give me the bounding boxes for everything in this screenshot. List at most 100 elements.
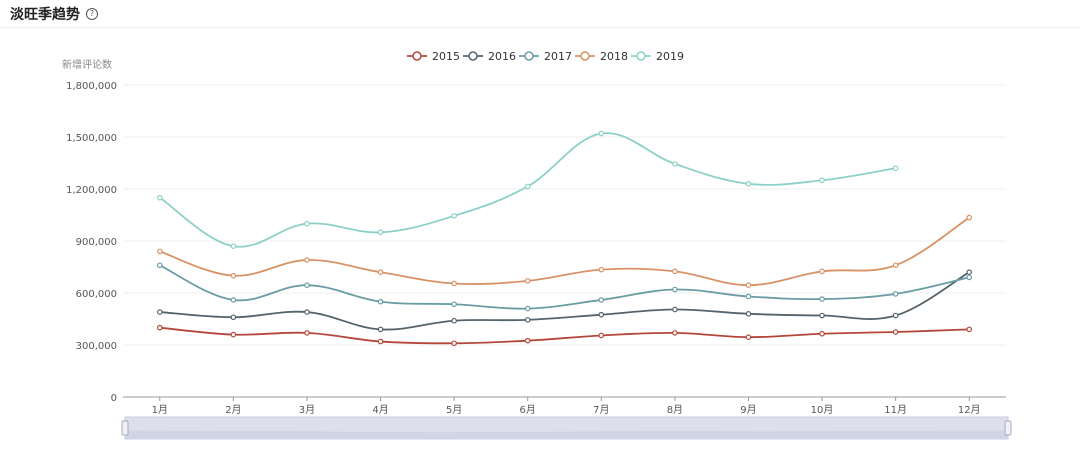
data-point [230, 243, 237, 250]
data-point [966, 326, 973, 333]
legend-marker [468, 51, 478, 61]
data-point [819, 268, 825, 275]
data-point [819, 312, 825, 319]
y-tick-label: 1,800,000 [66, 81, 117, 92]
data-point [524, 278, 531, 284]
data-point [524, 305, 531, 312]
series-line-2016 [159, 271, 970, 331]
data-point [377, 229, 384, 236]
data-point [819, 296, 825, 302]
x-tick-label: 5月 [446, 404, 462, 416]
x-axis: 1月 2月 3月 4月 5月 6月 7月 8月 9月 10月 11月 12月 [123, 396, 1006, 416]
data-point [451, 340, 457, 347]
data-point [524, 317, 531, 323]
x-tick-label: 2月 [225, 404, 241, 416]
data-point [819, 330, 825, 337]
y-axis: 0 300,000 600,000 900,000 1,200,000 1,500,000… [66, 81, 117, 404]
data-point [745, 310, 752, 317]
series-line-2018 [159, 216, 970, 287]
x-tick-label: 3月 [299, 404, 315, 416]
data-point [377, 269, 384, 276]
legend-item-2015[interactable]: 2015 [407, 50, 460, 63]
data-point [745, 334, 752, 341]
legend-label: 2017 [544, 50, 572, 63]
series-2015 [156, 324, 973, 347]
x-tick-label: 9月 [740, 404, 756, 416]
data-point [304, 309, 310, 315]
data-point [230, 272, 237, 279]
data-point [377, 298, 384, 305]
series-2016 [156, 269, 973, 333]
x-tick-label: 4月 [372, 404, 388, 416]
data-point [966, 274, 973, 281]
series-line-2019 [159, 132, 896, 248]
y-tick-label: 900,000 [76, 237, 117, 248]
legend-label: 2018 [600, 50, 628, 63]
data-point [598, 297, 605, 303]
data-point [745, 293, 752, 300]
data-point [451, 213, 457, 219]
x-tick-label: 1月 [152, 404, 168, 416]
data-point [745, 282, 752, 289]
x-tick-label: 12月 [958, 404, 981, 416]
data-point [156, 262, 163, 269]
data-point [892, 312, 899, 319]
chart-title: 淡旺季趋势 [10, 7, 80, 23]
legend-item-2018[interactable]: 2018 [575, 50, 628, 63]
series-line-2017 [159, 264, 970, 310]
legend: 2015 2016 2017 2018 2019 [407, 50, 684, 63]
y-axis-title: 新增评论数 [62, 58, 112, 71]
data-point [304, 330, 310, 336]
legend-item-2017[interactable]: 2017 [519, 50, 572, 63]
legend-marker [580, 51, 590, 61]
data-zoom-handle-left[interactable] [121, 420, 129, 436]
legend-marker [412, 51, 422, 61]
data-point [156, 324, 163, 331]
gridlines [123, 84, 1006, 346]
data-point [598, 332, 605, 339]
legend-label: 2016 [488, 50, 516, 63]
data-point [966, 214, 973, 221]
x-tick-label: 7月 [593, 404, 609, 416]
data-point [377, 338, 384, 345]
legend-item-2019[interactable]: 2019 [631, 50, 684, 63]
x-tick-label: 10月 [811, 404, 834, 416]
y-tick-label: 1,500,000 [66, 133, 117, 144]
data-point [892, 329, 899, 335]
data-point [672, 268, 678, 275]
data-point [672, 330, 678, 336]
data-point [524, 183, 531, 190]
legend-label: 2015 [432, 50, 460, 63]
data-point [304, 220, 310, 227]
data-point [451, 301, 457, 308]
series-line-2015 [159, 326, 970, 345]
data-point [451, 280, 457, 287]
data-point [156, 248, 163, 255]
x-tick-label: 8月 [667, 404, 683, 416]
x-tick-label: 11月 [884, 404, 907, 416]
data-point [451, 317, 457, 324]
data-point [672, 161, 678, 167]
data-point [598, 311, 605, 318]
data-point [156, 194, 163, 201]
data-point [892, 291, 899, 297]
x-tick-label: 6月 [520, 404, 536, 416]
legend-item-2016[interactable]: 2016 [463, 50, 516, 63]
data-point [892, 262, 899, 269]
question-circle-icon[interactable]: ? [86, 8, 98, 20]
data-point [230, 331, 237, 338]
data-point [377, 326, 384, 333]
data-point [304, 282, 310, 289]
data-zoom-handle-right[interactable] [1004, 420, 1012, 436]
data-point [304, 257, 310, 263]
data-point [672, 286, 678, 293]
series-lines [156, 130, 973, 347]
y-tick-label: 0 [111, 393, 117, 404]
data-point [966, 269, 973, 276]
data-point [156, 309, 163, 315]
legend-label: 2019 [656, 50, 684, 63]
data-point [230, 314, 237, 321]
data-point [230, 297, 237, 303]
data-point [598, 266, 605, 273]
